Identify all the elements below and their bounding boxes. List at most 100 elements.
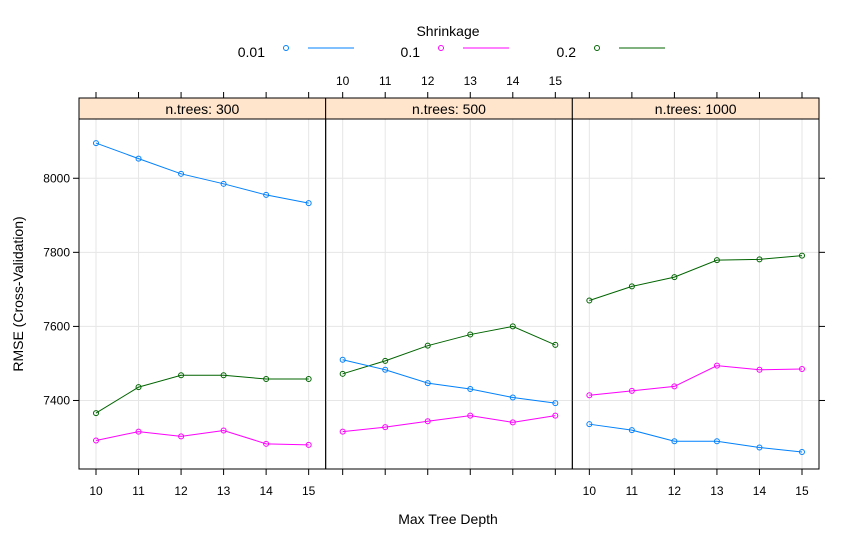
x-tick-label-bottom-panel-1-14: 14 <box>259 484 273 498</box>
x-tick-label-bottom-panel-3-12: 12 <box>668 484 682 498</box>
x-tick-label-bottom-panel-1-15: 15 <box>302 484 316 498</box>
axes: 7400 7600 7800 8000 10 11 12 13 14 15 10 11 12 13 14 15… <box>43 74 825 498</box>
x-tick-label-bottom-panel-3-15: 15 <box>795 484 809 498</box>
point-0.2-panel-3-x10 <box>586 297 593 304</box>
legend-label-0.1: 0.1 <box>401 44 421 60</box>
point-0.2-panel-2-x12 <box>424 342 431 349</box>
point-0.1-panel-2-x11 <box>382 424 389 431</box>
x-tick-label-top-13: 13 <box>464 74 478 88</box>
x-tick-label-top-15: 15 <box>549 74 563 88</box>
point-0.2-panel-2-x11 <box>382 357 389 364</box>
point-0.01-panel-3-x13 <box>713 438 720 445</box>
y-tick-label-7800: 7800 <box>43 245 70 259</box>
strip-label-3: n.trees: 1000 <box>655 101 737 117</box>
point-0.1-panel-2-x12 <box>424 418 431 425</box>
point-0.01-panel-3-x10 <box>586 421 593 428</box>
point-0.1-panel-2-x10 <box>339 428 346 435</box>
point-0.2-panel-1-x14 <box>263 376 270 382</box>
point-0.1-panel-1-x12 <box>178 433 185 440</box>
panel-2: n.trees: 500 <box>325 97 573 470</box>
panel-border-3 <box>571 118 820 470</box>
x-tick-label-top-11: 11 <box>379 74 392 88</box>
y-tick-label-7400: 7400 <box>43 393 70 407</box>
panel-border-1 <box>78 118 327 470</box>
point-0.2-panel-3-x11 <box>628 283 635 290</box>
point-0.2-panel-2-x13 <box>467 331 474 338</box>
x-tick-label-bottom-panel-1-13: 13 <box>217 484 231 498</box>
point-0.01-panel-3-x15 <box>798 448 805 455</box>
x-tick-label-bottom-panel-1-10: 10 <box>89 484 103 498</box>
point-0.01-panel-2-x14 <box>509 394 516 401</box>
x-tick-label-bottom-panel-3-10: 10 <box>583 484 597 498</box>
point-0.01-panel-2-x10 <box>339 356 346 363</box>
y-tick-label-7600: 7600 <box>43 319 70 333</box>
point-0.01-panel-1-x13 <box>220 180 227 187</box>
point-0.1-panel-3-x14 <box>756 366 763 373</box>
x-tick-label-bottom-panel-3-13: 13 <box>710 484 724 498</box>
strip-label-1: n.trees: 300 <box>165 101 239 117</box>
panel-1: n.trees: 300 <box>78 97 327 470</box>
point-0.1-panel-2-x14 <box>509 419 516 426</box>
point-0.1-panel-3-x12 <box>671 383 678 390</box>
series-line-0.01-panel-3 <box>589 423 803 453</box>
y-axis-title: RMSE (Cross-Validation) <box>10 216 26 371</box>
point-0.1-panel-3-x10 <box>586 392 593 399</box>
point-0.2-panel-3-x14 <box>756 256 763 263</box>
point-0.1-panel-2-x13 <box>467 412 474 419</box>
panel-3: n.trees: 1000 <box>571 97 820 470</box>
point-0.1-panel-1-x14 <box>263 440 270 447</box>
point-0.1-panel-2-x15 <box>552 412 559 419</box>
point-0.01-panel-3-x11 <box>628 427 635 434</box>
x-tick-label-bottom-panel-1-11: 11 <box>132 484 145 498</box>
legend-label-0.01: 0.01 <box>238 44 265 60</box>
series-line-0.2-panel-3 <box>589 255 803 301</box>
point-0.1-panel-1-x10 <box>93 437 100 444</box>
legend-point-0.1 <box>438 45 444 51</box>
point-0.2-panel-1-x13 <box>220 372 227 379</box>
x-tick-label-bottom-panel-1-12: 12 <box>174 484 188 498</box>
x-tick-label-bottom-panel-3-11: 11 <box>626 484 639 498</box>
panels: n.trees: 300 n.trees: 500 n.trees: 1000 <box>78 97 820 470</box>
panel-border-2 <box>325 118 573 470</box>
point-0.2-panel-3-x13 <box>713 257 720 264</box>
point-0.1-panel-3-x15 <box>798 366 805 372</box>
legend-point-0.2 <box>594 45 600 51</box>
series-line-0.01-panel-1 <box>95 142 309 204</box>
point-0.01-panel-1-x15 <box>305 200 312 207</box>
series-line-0.01-panel-2 <box>342 359 556 404</box>
point-0.01-panel-2-x11 <box>382 366 389 373</box>
point-0.2-panel-3-x12 <box>671 274 678 281</box>
series-line-0.1-panel-1 <box>95 429 309 446</box>
x-tick-label-top-10: 10 <box>336 74 350 88</box>
point-0.1-panel-3-x11 <box>628 387 635 394</box>
point-0.2-panel-2-x10 <box>339 370 346 377</box>
point-0.2-panel-3-x15 <box>798 252 805 259</box>
point-0.01-panel-3-x14 <box>756 444 763 451</box>
point-0.2-panel-1-x10 <box>93 410 100 417</box>
legend-point-0.01 <box>283 45 289 51</box>
point-0.1-panel-3-x13 <box>713 362 720 369</box>
x-tick-label-bottom-panel-3-14: 14 <box>753 484 767 498</box>
point-0.01-panel-1-x10 <box>93 140 100 147</box>
point-0.01-panel-2-x12 <box>424 380 431 387</box>
legend: Shrinkage 0.01 0.1 0.2 <box>238 23 665 60</box>
point-0.01-panel-1-x12 <box>178 170 185 177</box>
point-0.2-panel-2-x14 <box>509 323 516 330</box>
series-line-0.1-panel-2 <box>342 415 556 433</box>
legend-label-0.2: 0.2 <box>557 44 577 60</box>
point-0.01-panel-1-x14 <box>263 191 270 198</box>
series-line-0.2-panel-1 <box>95 374 309 414</box>
point-0.2-panel-1-x11 <box>135 384 142 391</box>
point-0.1-panel-1-x11 <box>135 428 142 435</box>
series-line-0.1-panel-3 <box>589 365 802 396</box>
point-0.1-panel-1-x13 <box>220 427 227 434</box>
point-0.01-panel-3-x12 <box>671 438 678 445</box>
series-line-0.2-panel-2 <box>342 325 556 375</box>
point-0.2-panel-1-x12 <box>178 372 185 379</box>
point-0.1-panel-1-x15 <box>305 441 312 448</box>
point-0.01-panel-2-x15 <box>552 400 559 407</box>
x-tick-label-top-12: 12 <box>421 74 435 88</box>
x-tick-label-top-14: 14 <box>506 74 520 88</box>
point-0.2-panel-2-x15 <box>552 341 559 348</box>
